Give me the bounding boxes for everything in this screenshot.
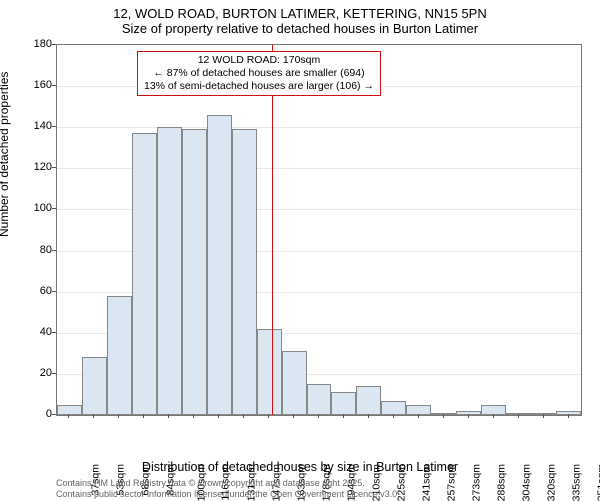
ytick-mark (52, 85, 56, 86)
xtick-mark (493, 414, 494, 418)
xtick-mark (518, 414, 519, 418)
ytick-mark (52, 167, 56, 168)
histogram-bar (282, 351, 307, 415)
xtick-mark (143, 414, 144, 418)
ytick-label: 20 (12, 367, 52, 379)
xtick-mark (418, 414, 419, 418)
ytick-label: 180 (12, 38, 52, 50)
histogram-bar (331, 392, 356, 415)
histogram-bar (107, 296, 132, 415)
histogram-bar (307, 384, 332, 415)
histogram-bar (531, 413, 556, 415)
histogram-bar (481, 405, 506, 415)
xtick-mark (93, 414, 94, 418)
xtick-mark (118, 414, 119, 418)
histogram-bar (182, 129, 207, 415)
xtick-mark (543, 414, 544, 418)
title-secondary: Size of property relative to detached ho… (0, 21, 600, 36)
xtick-mark (568, 414, 569, 418)
xtick-mark (193, 414, 194, 418)
y-axis-label: Number of detached properties (0, 72, 11, 237)
title-primary: 12, WOLD ROAD, BURTON LATIMER, KETTERING… (0, 0, 600, 21)
histogram-bar (257, 329, 282, 415)
reference-line (272, 45, 273, 415)
xtick-mark (168, 414, 169, 418)
xtick-mark (393, 414, 394, 418)
xtick-mark (318, 414, 319, 418)
ytick-mark (52, 291, 56, 292)
ytick-label: 140 (12, 120, 52, 132)
ytick-label: 0 (12, 408, 52, 420)
histogram-bar (556, 411, 581, 415)
ytick-mark (52, 208, 56, 209)
plot-area: 12 WOLD ROAD: 170sqm← 87% of detached ho… (56, 44, 582, 416)
ytick-label: 80 (12, 244, 52, 256)
histogram-bar (232, 129, 257, 415)
annotation-line1: 12 WOLD ROAD: 170sqm (144, 54, 374, 67)
attribution-footer: Contains HM Land Registry data © Crown c… (56, 478, 400, 500)
xtick-mark (218, 414, 219, 418)
ytick-label: 40 (12, 326, 52, 338)
ytick-mark (52, 44, 56, 45)
ytick-mark (52, 332, 56, 333)
histogram-bar (207, 115, 232, 415)
gridline (57, 127, 581, 128)
histogram-bar (506, 413, 531, 415)
xtick-mark (243, 414, 244, 418)
ytick-label: 160 (12, 79, 52, 91)
footer-line1: Contains HM Land Registry data © Crown c… (56, 478, 400, 489)
xtick-mark (468, 414, 469, 418)
xtick-mark (443, 414, 444, 418)
xtick-mark (293, 414, 294, 418)
histogram-bar (381, 401, 406, 415)
histogram-bar (57, 405, 82, 415)
ytick-label: 60 (12, 285, 52, 297)
histogram-bar (157, 127, 182, 415)
xtick-mark (368, 414, 369, 418)
ytick-mark (52, 414, 56, 415)
chart-container: 12, WOLD ROAD, BURTON LATIMER, KETTERING… (0, 0, 600, 500)
ytick-label: 100 (12, 202, 52, 214)
histogram-bar (431, 413, 456, 415)
histogram-bar (82, 357, 107, 415)
histogram-bar (406, 405, 431, 415)
ytick-mark (52, 373, 56, 374)
xtick-mark (68, 414, 69, 418)
annotation-box: 12 WOLD ROAD: 170sqm← 87% of detached ho… (137, 51, 381, 96)
ytick-mark (52, 250, 56, 251)
histogram-bar (132, 133, 157, 415)
annotation-line2: ← 87% of detached houses are smaller (69… (144, 67, 374, 80)
footer-line2: Contains public sector information licen… (56, 489, 400, 500)
ytick-label: 120 (12, 161, 52, 173)
xtick-mark (343, 414, 344, 418)
histogram-bar (356, 386, 381, 415)
annotation-line3: 13% of semi-detached houses are larger (… (144, 80, 374, 93)
xtick-mark (268, 414, 269, 418)
ytick-mark (52, 126, 56, 127)
histogram-bar (456, 411, 481, 415)
x-axis-label: Distribution of detached houses by size … (0, 460, 600, 474)
